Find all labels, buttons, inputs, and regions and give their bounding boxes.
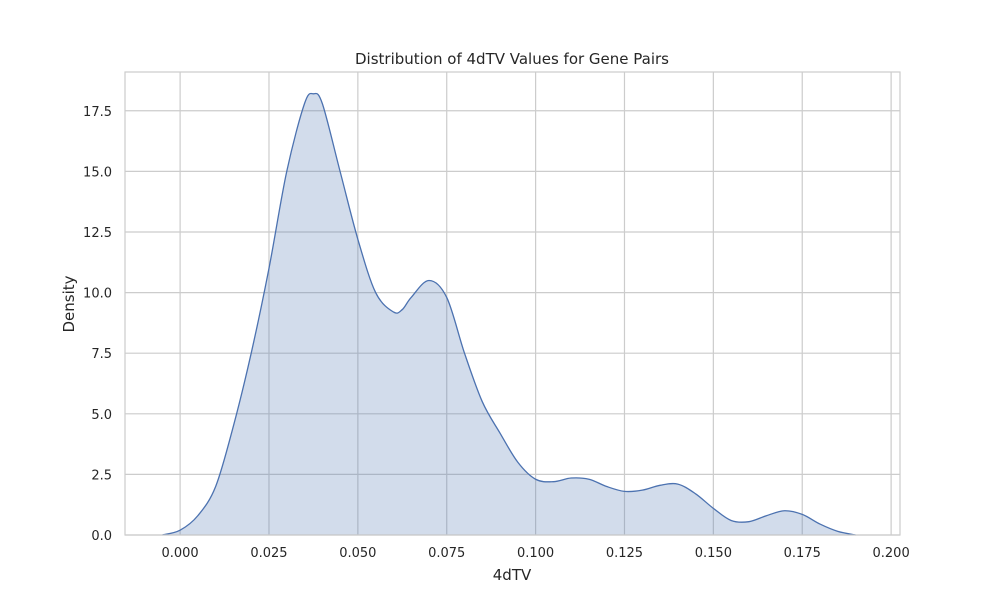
y-tick-label: 10.0 bbox=[83, 287, 112, 302]
plot-area bbox=[162, 92, 856, 536]
x-tick-label: 0.000 bbox=[161, 546, 198, 561]
y-tick-label: 12.5 bbox=[83, 226, 112, 241]
x-tick-label: 0.150 bbox=[695, 546, 732, 561]
grid-lines bbox=[125, 72, 900, 536]
y-tick-label: 5.0 bbox=[91, 408, 112, 423]
y-tick-label: 2.5 bbox=[91, 468, 112, 483]
density-curve bbox=[162, 92, 856, 536]
y-tick-label: 15.0 bbox=[83, 165, 112, 180]
plot-frame bbox=[124, 71, 901, 536]
chart-title: Distribution of 4dTV Values for Gene Pai… bbox=[355, 50, 669, 68]
x-tick-label: 0.200 bbox=[873, 546, 910, 561]
x-axis-ticks: 0.000 0.025 0.050 0.075 0.100 0.125 0.150 0.175… bbox=[161, 546, 909, 561]
x-tick-label: 0.100 bbox=[517, 546, 554, 561]
x-tick-label: 0.075 bbox=[428, 546, 465, 561]
x-tick-label: 0.025 bbox=[250, 546, 287, 561]
x-tick-label: 0.175 bbox=[784, 546, 821, 561]
y-tick-label: 7.5 bbox=[91, 347, 112, 362]
y-tick-label: 17.5 bbox=[83, 105, 112, 120]
y-axis-ticks: 0.0 2.5 5.0 7.5 10.0 12.5 15.0 17.5 bbox=[83, 105, 112, 544]
y-axis-label: Density bbox=[60, 275, 78, 332]
x-tick-label: 0.125 bbox=[606, 546, 643, 561]
density-fill-area bbox=[162, 93, 856, 535]
y-tick-label: 0.0 bbox=[91, 529, 112, 544]
x-tick-label: 0.050 bbox=[339, 546, 376, 561]
x-axis-label: 4dTV bbox=[493, 566, 532, 584]
